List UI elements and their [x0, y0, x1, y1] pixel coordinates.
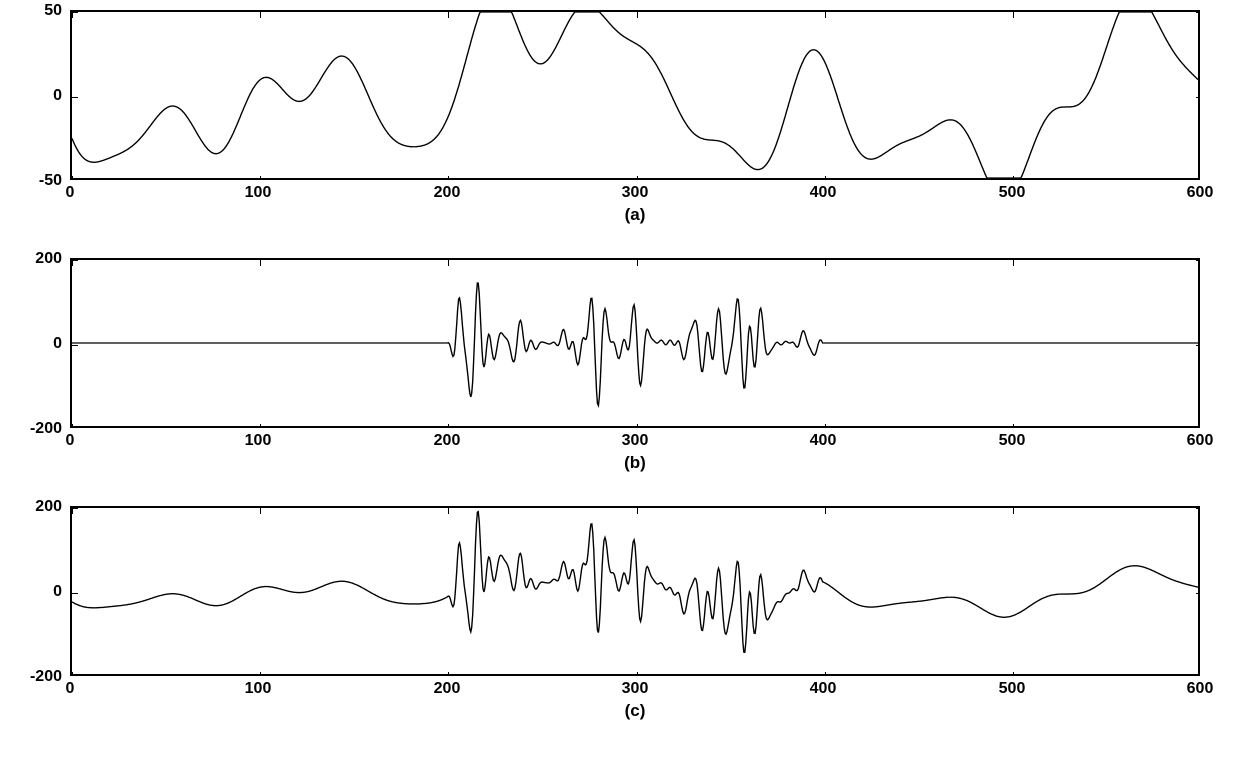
- ytick-c-n200: -200: [12, 668, 62, 686]
- panel-a: [70, 10, 1200, 180]
- tick-mark: [637, 672, 638, 676]
- tick-mark: [260, 12, 261, 18]
- xtick-b-0: 0: [66, 432, 75, 450]
- xtick-b-100: 100: [245, 432, 272, 450]
- tick-mark: [448, 672, 449, 676]
- tick-mark: [260, 424, 261, 428]
- xtick-b-500: 500: [999, 432, 1026, 450]
- tick-mark: [1196, 260, 1200, 261]
- tick-mark: [72, 508, 78, 509]
- tick-mark: [1196, 508, 1200, 509]
- xtick-a-500: 500: [999, 184, 1026, 202]
- ytick-b-200: 200: [12, 250, 62, 268]
- xtick-b-400: 400: [810, 432, 837, 450]
- ytick-a-50: 50: [12, 2, 62, 20]
- tick-mark: [637, 176, 638, 180]
- tick-mark: [72, 345, 78, 346]
- panel-b: [70, 258, 1200, 428]
- ytick-b-0: 0: [12, 335, 62, 353]
- tick-mark: [825, 176, 826, 180]
- tick-mark: [825, 508, 826, 514]
- sublabel-c: (c): [625, 701, 646, 721]
- xtick-a-0: 0: [66, 184, 75, 202]
- tick-mark: [72, 12, 78, 13]
- xtick-c-600: 600: [1187, 680, 1214, 698]
- tick-mark: [825, 672, 826, 676]
- xtick-c-200: 200: [434, 680, 461, 698]
- xtick-a-300: 300: [622, 184, 649, 202]
- tick-mark: [260, 508, 261, 514]
- tick-mark: [72, 424, 73, 428]
- tick-mark: [1013, 508, 1014, 514]
- xtick-c-300: 300: [622, 680, 649, 698]
- tick-mark: [1196, 345, 1200, 346]
- signal-b: [72, 260, 1198, 426]
- tick-mark: [825, 12, 826, 18]
- tick-mark: [260, 672, 261, 676]
- tick-mark: [1013, 12, 1014, 18]
- tick-mark: [637, 12, 638, 18]
- tick-mark: [637, 424, 638, 428]
- tick-mark: [72, 12, 73, 18]
- signal-c: [72, 508, 1198, 674]
- xtick-b-600: 600: [1187, 432, 1214, 450]
- xtick-c-400: 400: [810, 680, 837, 698]
- xtick-a-100: 100: [245, 184, 272, 202]
- ytick-a-n50: -50: [12, 172, 62, 190]
- sublabel-a: (a): [625, 205, 646, 225]
- xtick-c-100: 100: [245, 680, 272, 698]
- tick-mark: [448, 12, 449, 18]
- panel-c: [70, 506, 1200, 676]
- tick-mark: [825, 424, 826, 428]
- xtick-c-500: 500: [999, 680, 1026, 698]
- tick-mark: [72, 176, 73, 180]
- tick-mark: [72, 593, 78, 594]
- plot-box-a: [70, 10, 1200, 180]
- tick-mark: [448, 508, 449, 514]
- tick-mark: [1196, 593, 1200, 594]
- tick-mark: [637, 508, 638, 514]
- xtick-a-200: 200: [434, 184, 461, 202]
- ytick-b-n200: -200: [12, 420, 62, 438]
- ytick-a-0: 0: [12, 87, 62, 105]
- tick-mark: [1013, 176, 1014, 180]
- tick-mark: [72, 672, 73, 676]
- xtick-a-600: 600: [1187, 184, 1214, 202]
- tick-mark: [260, 260, 261, 266]
- tick-mark: [825, 260, 826, 266]
- tick-mark: [72, 508, 73, 514]
- signal-a: [72, 12, 1198, 178]
- ytick-c-200: 200: [12, 498, 62, 516]
- tick-mark: [1196, 97, 1200, 98]
- plot-box-c: [70, 506, 1200, 676]
- plot-box-b: [70, 258, 1200, 428]
- tick-mark: [637, 260, 638, 266]
- figure: 50 0 -50 0 100 200 300 400 500 600 (a) 2…: [0, 0, 1240, 761]
- xtick-b-300: 300: [622, 432, 649, 450]
- tick-mark: [1013, 424, 1014, 428]
- tick-mark: [72, 260, 78, 261]
- xtick-b-200: 200: [434, 432, 461, 450]
- ytick-c-0: 0: [12, 583, 62, 601]
- tick-mark: [448, 260, 449, 266]
- tick-mark: [1196, 12, 1200, 13]
- tick-mark: [448, 424, 449, 428]
- xtick-a-400: 400: [810, 184, 837, 202]
- xtick-c-0: 0: [66, 680, 75, 698]
- tick-mark: [260, 176, 261, 180]
- tick-mark: [1013, 672, 1014, 676]
- tick-mark: [72, 97, 78, 98]
- tick-mark: [1013, 260, 1014, 266]
- tick-mark: [448, 176, 449, 180]
- sublabel-b: (b): [624, 453, 646, 473]
- tick-mark: [72, 260, 73, 266]
